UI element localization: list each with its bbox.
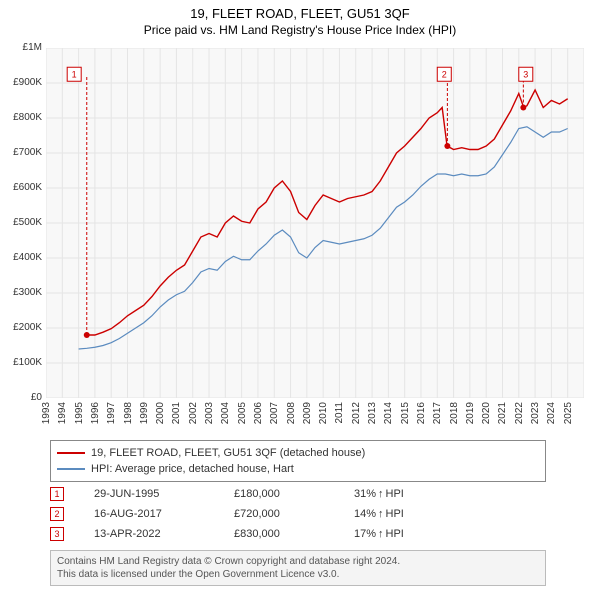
transaction-row: 2 16-AUG-2017£720,00014% ↑ HPI: [50, 504, 546, 524]
y-tick-label: £0: [2, 392, 42, 403]
legend-swatch: [57, 468, 85, 470]
x-tick-label: 2025: [563, 402, 574, 424]
y-tick-label: £1M: [2, 42, 42, 53]
transaction-marker: 1: [50, 487, 64, 501]
transaction-date: 16-AUG-2017: [94, 508, 234, 520]
y-tick-label: £500K: [2, 217, 42, 228]
legend: 19, FLEET ROAD, FLEET, GU51 3QF (detache…: [50, 440, 546, 482]
x-tick-label: 2008: [286, 402, 297, 424]
x-tick-label: 2019: [465, 402, 476, 424]
transaction-delta: 31% ↑ HPI: [354, 488, 474, 500]
transaction-table: 1 29-JUN-1995£180,00031% ↑ HPI 2 16-AUG-201…: [50, 484, 546, 544]
x-tick-label: 2011: [334, 402, 345, 424]
x-tick-label: 2000: [155, 402, 166, 424]
y-tick-label: £100K: [2, 357, 42, 368]
up-arrow-icon: ↑: [378, 508, 384, 520]
transaction-row: 3 13-APR-2022£830,00017% ↑ HPI: [50, 524, 546, 544]
transaction-date: 29-JUN-1995: [94, 488, 234, 500]
footer-line-1: Contains HM Land Registry data © Crown c…: [57, 555, 539, 568]
x-tick-label: 2002: [188, 402, 199, 424]
x-tick-label: 1993: [41, 402, 52, 424]
transaction-date: 13-APR-2022: [94, 528, 234, 540]
transaction-marker: 3: [50, 527, 64, 541]
y-tick-label: £600K: [2, 182, 42, 193]
x-tick-label: 2022: [514, 402, 525, 424]
x-tick-label: 2018: [449, 402, 460, 424]
x-tick-label: 1998: [123, 402, 134, 424]
transaction-row: 1 29-JUN-1995£180,00031% ↑ HPI: [50, 484, 546, 504]
x-tick-label: 2001: [171, 402, 182, 424]
x-tick-label: 1999: [139, 402, 150, 424]
y-tick-label: £400K: [2, 252, 42, 263]
attribution-footer: Contains HM Land Registry data © Crown c…: [50, 550, 546, 586]
legend-item: 19, FLEET ROAD, FLEET, GU51 3QF (detache…: [57, 445, 539, 461]
transaction-price: £720,000: [234, 508, 354, 520]
x-tick-label: 2004: [220, 402, 231, 424]
x-tick-label: 2005: [237, 402, 248, 424]
x-tick-label: 2006: [253, 402, 264, 424]
x-tick-label: 1994: [57, 402, 68, 424]
x-tick-label: 2016: [416, 402, 427, 424]
y-tick-label: £300K: [2, 287, 42, 298]
y-tick-label: £200K: [2, 322, 42, 333]
y-tick-label: £900K: [2, 77, 42, 88]
x-tick-label: 1996: [90, 402, 101, 424]
chart-container: 19, FLEET ROAD, FLEET, GU51 3QF Price pa…: [0, 0, 600, 590]
legend-label: 19, FLEET ROAD, FLEET, GU51 3QF (detache…: [91, 445, 365, 461]
x-tick-label: 2023: [530, 402, 541, 424]
x-tick-label: 2014: [383, 402, 394, 424]
chart-title: 19, FLEET ROAD, FLEET, GU51 3QF: [0, 0, 600, 21]
x-tick-label: 2013: [367, 402, 378, 424]
legend-label: HPI: Average price, detached house, Hart: [91, 461, 294, 477]
x-tick-label: 2012: [351, 402, 362, 424]
transaction-price: £180,000: [234, 488, 354, 500]
x-tick-label: 2015: [400, 402, 411, 424]
x-tick-label: 2017: [432, 402, 443, 424]
x-tick-label: 2021: [497, 402, 508, 424]
x-tick-label: 2024: [546, 402, 557, 424]
chart-subtitle: Price paid vs. HM Land Registry's House …: [0, 21, 600, 41]
transaction-delta: 17% ↑ HPI: [354, 528, 474, 540]
transaction-price: £830,000: [234, 528, 354, 540]
legend-swatch: [57, 452, 85, 454]
footer-line-2: This data is licensed under the Open Gov…: [57, 568, 539, 581]
marker-number: 2: [442, 69, 447, 79]
x-tick-label: 2007: [269, 402, 280, 424]
x-tick-label: 1997: [106, 402, 117, 424]
transaction-delta: 14% ↑ HPI: [354, 508, 474, 520]
y-tick-label: £700K: [2, 147, 42, 158]
x-tick-label: 1995: [74, 402, 85, 424]
y-tick-label: £800K: [2, 112, 42, 123]
chart-plot: 1 2 3: [46, 48, 584, 398]
transaction-marker: 2: [50, 507, 64, 521]
marker-number: 3: [523, 69, 528, 79]
legend-item: HPI: Average price, detached house, Hart: [57, 461, 539, 477]
marker-number: 1: [72, 69, 77, 79]
x-tick-label: 2009: [302, 402, 313, 424]
x-tick-label: 2020: [481, 402, 492, 424]
up-arrow-icon: ↑: [378, 528, 384, 540]
x-tick-label: 2003: [204, 402, 215, 424]
up-arrow-icon: ↑: [378, 488, 384, 500]
x-tick-label: 2010: [318, 402, 329, 424]
